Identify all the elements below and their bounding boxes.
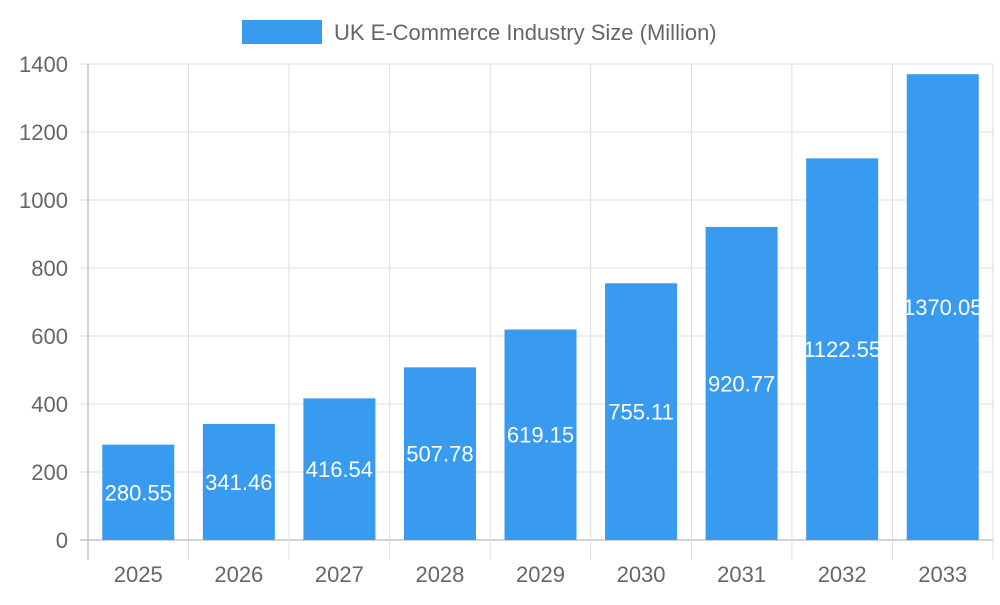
bar xyxy=(806,158,879,540)
data-label: 1370.05 xyxy=(903,295,983,320)
bar xyxy=(403,367,476,540)
bar xyxy=(705,226,778,540)
legend-swatch xyxy=(242,20,322,44)
x-tick-label: 2031 xyxy=(717,562,766,587)
data-label: 341.46 xyxy=(205,470,272,495)
x-tick-label: 2030 xyxy=(617,562,666,587)
x-tick-label: 2033 xyxy=(918,562,967,587)
y-tick-label: 1200 xyxy=(19,120,68,145)
bar xyxy=(605,283,678,540)
x-tick-label: 2029 xyxy=(516,562,565,587)
y-tick-label: 1400 xyxy=(19,52,68,77)
bar xyxy=(102,444,175,540)
data-label: 755.11 xyxy=(608,400,674,425)
y-tick-label: 600 xyxy=(31,324,68,349)
x-tick-label: 2025 xyxy=(114,562,163,587)
y-tick-label: 400 xyxy=(31,392,68,417)
bar xyxy=(202,423,275,540)
bar xyxy=(906,74,979,541)
x-tick-label: 2026 xyxy=(214,562,263,587)
x-tick-label: 2032 xyxy=(818,562,867,587)
y-tick-label: 1000 xyxy=(19,188,68,213)
data-label: 416.54 xyxy=(306,457,373,482)
y-tick-label: 0 xyxy=(56,528,68,553)
legend-label: UK E-Commerce Industry Size (Million) xyxy=(334,20,717,45)
data-label: 507.78 xyxy=(406,442,473,467)
data-label: 1122.55 xyxy=(803,337,881,362)
data-label: 920.77 xyxy=(708,371,775,396)
y-tick-label: 200 xyxy=(31,460,68,485)
legend[interactable]: UK E-Commerce Industry Size (Million) xyxy=(242,20,717,45)
data-label: 619.15 xyxy=(507,423,574,448)
y-tick-label: 800 xyxy=(31,256,68,281)
x-tick-label: 2028 xyxy=(415,562,464,587)
data-label: 280.55 xyxy=(105,480,172,505)
bar xyxy=(303,398,376,540)
x-tick-label: 2027 xyxy=(315,562,364,587)
bar xyxy=(504,329,577,540)
